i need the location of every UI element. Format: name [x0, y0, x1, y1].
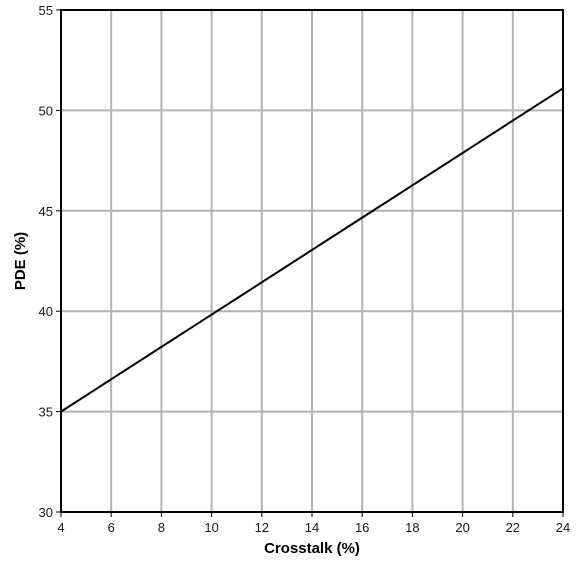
- y-axis-title: PDE (%): [12, 232, 29, 290]
- x-tick-label: 22: [506, 520, 520, 535]
- x-tick-label: 14: [305, 520, 319, 535]
- grid-lines: [61, 10, 563, 512]
- x-tick-label: 24: [556, 520, 570, 535]
- series-group: [60, 87, 564, 413]
- series-line: [60, 87, 564, 413]
- x-tick-label: 8: [158, 520, 165, 535]
- x-tick-label: 10: [204, 520, 218, 535]
- y-tick-labels: 30 35 40 45 50 55: [39, 3, 53, 520]
- y-tick-label: 40: [39, 304, 53, 319]
- y-tick-label: 45: [39, 204, 53, 219]
- x-tick-label: 4: [57, 520, 64, 535]
- x-tick-labels: 4 6 8 10 12 14 16 18 20 22 24: [57, 520, 570, 535]
- y-tick-label: 30: [39, 505, 53, 520]
- x-tick-label: 12: [255, 520, 269, 535]
- x-axis-title: Crosstalk (%): [264, 540, 360, 557]
- y-tick-label: 50: [39, 103, 53, 118]
- x-tick-label: 20: [455, 520, 469, 535]
- x-tick-label: 16: [355, 520, 369, 535]
- x-tick-label: 6: [108, 520, 115, 535]
- y-tick-label: 35: [39, 405, 53, 420]
- y-tick-label: 55: [39, 3, 53, 18]
- tick-marks: [56, 9, 564, 517]
- x-tick-label: 18: [405, 520, 419, 535]
